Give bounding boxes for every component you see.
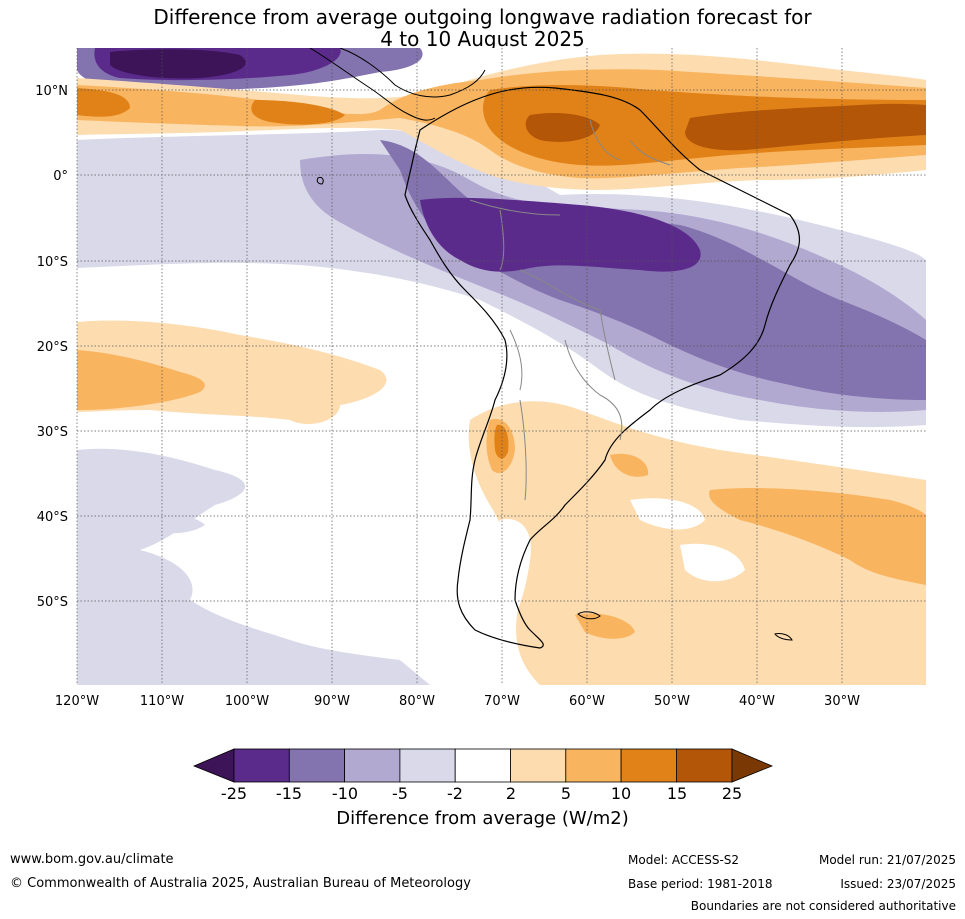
footer-copyright: © Commonwealth of Australia 2025, Austra…: [10, 876, 471, 891]
lat-label-0: 0°: [53, 169, 68, 184]
footer-issued: Issued: 23/07/2025: [840, 877, 956, 891]
colorbar-tick-label: 25: [721, 784, 743, 803]
lon-label-40w: 40°W: [739, 694, 775, 709]
colorbar-swatch-7: [565, 748, 622, 783]
colorbar-tick-label: 15: [666, 784, 688, 803]
anomaly-region-south-atlantic-orange: [709, 488, 926, 585]
anomaly-field: [77, 48, 926, 685]
colorbar-swatch-6: [510, 748, 567, 783]
galapagos-islands: [316, 177, 324, 185]
longitude-labels: 120°W 110°W 100°W 90°W 80°W 70°W 60°W 50…: [55, 694, 860, 709]
central-america-coastline: [309, 48, 436, 121]
colorbar-tick-label: -25: [220, 784, 248, 803]
lat-label-50s: 50°S: [37, 595, 68, 610]
lat-label-30s: 30°S: [37, 425, 68, 440]
colorbar-swatch-5: [454, 748, 511, 783]
anomaly-region-atlantic-neutral: [630, 498, 745, 582]
lon-label-50w: 50°W: [654, 694, 690, 709]
lon-label-30w: 30°W: [824, 694, 860, 709]
footer-url[interactable]: www.bom.gov.au/climate: [10, 852, 174, 867]
colorbar-tick-label: 5: [560, 784, 572, 803]
footer-model: Model: ACCESS-S2: [628, 853, 740, 867]
footer-model-run: Model run: 21/07/2025: [818, 853, 956, 867]
country-borders: [469, 119, 671, 501]
lon-label-60w: 60°W: [569, 694, 605, 709]
map-title-line2: 4 to 10 August 2025: [380, 27, 585, 51]
map-title-line1: Difference from average outgoing longwav…: [153, 5, 812, 29]
anomaly-region-falklands-orange: [575, 613, 635, 639]
colorbar-swatch-8: [620, 748, 677, 783]
anomaly-region-patagonia-neutral: [488, 519, 531, 640]
colorbar-swatch-0: [192, 748, 235, 783]
lon-label-110w: 110°W: [140, 694, 184, 709]
anomaly-region-andes-dark-orange: [494, 424, 509, 459]
colorbar-title: Difference from average (W/m2): [336, 808, 629, 829]
anomaly-region-uruguay-orange: [610, 453, 649, 477]
lat-label-10s: 10°S: [37, 255, 68, 270]
footer-disclaimer: Boundaries are not considered authoritat…: [690, 899, 956, 913]
latitude-labels: 10°N 0° 10°S 20°S 30°S 40°S 50°S: [35, 84, 68, 610]
footer-base-period: Base period: 1981-2018: [628, 877, 773, 891]
colorbar-tick-label: -10: [331, 784, 359, 803]
lon-label-120w: 120°W: [55, 694, 99, 709]
lon-label-80w: 80°W: [399, 694, 435, 709]
anomaly-region-north-brown: [525, 103, 926, 151]
anomaly-region-se-pacific-orange: [77, 350, 205, 410]
anomaly-region-sw-pacific-light-purple: [77, 448, 430, 685]
graticule: [76, 48, 926, 685]
south-america-coastline: [404, 86, 800, 649]
colorbar-swatch-2: [288, 748, 345, 783]
colorbar-swatch-1: [233, 748, 290, 783]
lon-label-90w: 90°W: [314, 694, 350, 709]
colorbar-tick-label: 10: [610, 784, 632, 803]
falkland-islands: [577, 611, 601, 620]
lon-label-70w: 70°W: [484, 694, 520, 709]
lon-label-100w: 100°W: [225, 694, 269, 709]
colorbar: [192, 748, 774, 783]
colorbar-swatch-4: [399, 748, 456, 783]
anomaly-region-nw-pacific-darkest: [110, 49, 246, 79]
lat-label-20s: 20°S: [37, 340, 68, 355]
south-georgia: [774, 633, 793, 641]
colorbar-tick-label: -2: [447, 784, 463, 803]
colorbar-swatch-10: [731, 748, 774, 783]
anomaly-region-deep-purple-core: [420, 197, 701, 272]
lat-label-40s: 40°S: [37, 510, 68, 525]
colorbar-tick-label: -5: [392, 784, 408, 803]
colorbar-swatch-9: [676, 748, 733, 783]
colorbar-tick-label: 2: [505, 784, 517, 803]
anomaly-region-mid-pacific-light-purple: [140, 513, 205, 534]
lat-label-10n: 10°N: [35, 84, 68, 99]
colorbar-swatch-3: [344, 748, 401, 783]
colorbar-tick-label: -15: [275, 784, 303, 803]
